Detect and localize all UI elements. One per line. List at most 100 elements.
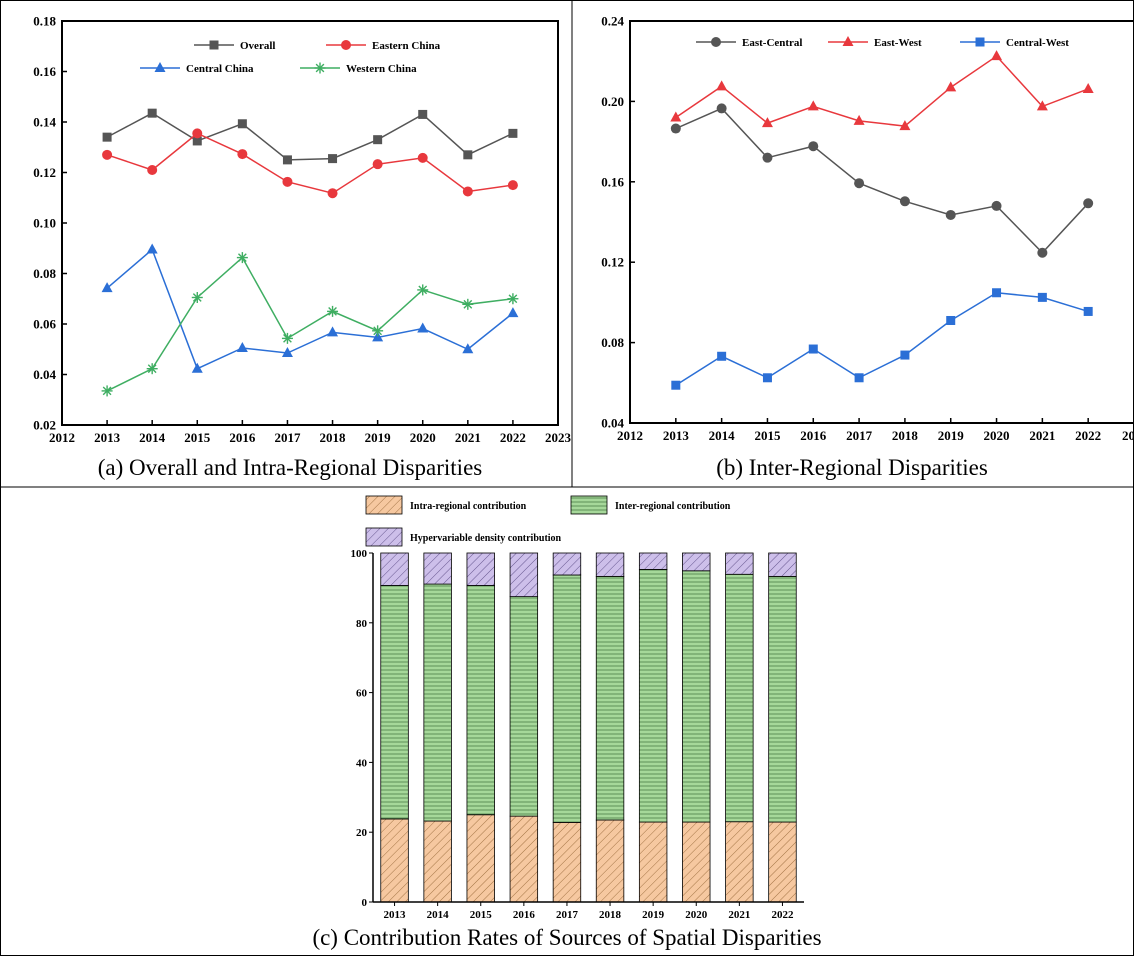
data-point-central-west xyxy=(900,350,910,360)
series-central-china xyxy=(101,243,519,373)
data-point-eastern-china xyxy=(282,176,293,187)
x-tick-label: 2015 xyxy=(184,430,211,445)
y-tick-label: 0.04 xyxy=(601,416,624,431)
x-tick-label: 2017 xyxy=(556,909,579,921)
bar-inter-regional-contribution-2013 xyxy=(380,585,409,820)
y-tick-label: 0 xyxy=(362,897,368,909)
legend-item-eastern-china: Eastern China xyxy=(326,40,441,52)
legend-item-east-central: East-Central xyxy=(696,37,803,49)
data-point-western-china-stroke xyxy=(237,253,247,262)
data-point-east-central xyxy=(945,209,956,220)
series-overall xyxy=(102,108,518,165)
chart-a: 0.02 0.04 0.06 0.08 0.10 0.12 0.14 0.16 0.18 2012… xyxy=(33,14,571,446)
y-tick-label: 0.04 xyxy=(33,367,56,382)
bar-inter-regional-contribution-2016 xyxy=(509,596,539,817)
data-point-overall xyxy=(508,128,518,138)
data-point-western-china xyxy=(372,325,384,337)
data-point-eastern-china xyxy=(147,164,158,175)
data-point-central-china xyxy=(417,322,429,333)
data-point-central-west xyxy=(946,315,956,325)
y-tick-label: 40 xyxy=(356,757,368,769)
caption-a: (a) Overall and Intra-Regional Dispariti… xyxy=(98,455,483,480)
y-tick-label: 0.16 xyxy=(33,64,56,79)
x-tick-label: 2014 xyxy=(709,428,736,443)
chart-b: 0.04 0.08 0.12 0.16 0.20 0.24 2012 2013 2014 2015… xyxy=(601,14,1134,443)
data-point-western-china xyxy=(191,291,203,303)
bar-inter-regional-contribution-2014 xyxy=(423,583,452,822)
data-point-east-central xyxy=(716,103,727,114)
y-tick-label: 0.20 xyxy=(601,94,624,109)
bar-hypervariable-density-contribution-2015 xyxy=(466,552,495,586)
y-tick-label: 20 xyxy=(356,827,368,839)
data-point-east-central xyxy=(1037,247,1048,258)
data-point-east-central xyxy=(899,196,910,207)
data-point-western-china-stroke xyxy=(508,294,518,304)
series-line-central-west xyxy=(675,291,1089,386)
data-point-eastern-china xyxy=(327,188,338,199)
x-tick-label: 2013 xyxy=(384,909,407,921)
x-tick-label: 2016 xyxy=(229,430,256,445)
y-tick-label: 0.24 xyxy=(601,14,624,29)
bar-hypervariable-density-contribution-2021 xyxy=(725,552,754,575)
legend-marker xyxy=(842,36,854,46)
legend-label: Intra-regional contribution xyxy=(410,501,527,512)
bar-inter-regional-contribution-2015 xyxy=(466,585,495,816)
bar-hypervariable-density-contribution-2018 xyxy=(595,552,625,577)
x-tick-label: 2013 xyxy=(94,430,121,445)
legend-label: Central-West xyxy=(1006,37,1069,49)
data-point-east-west xyxy=(761,117,773,128)
bar-hypervariable-density-contribution-2020 xyxy=(682,552,711,572)
x-tick-label: 2015 xyxy=(470,909,493,921)
plot-frame xyxy=(629,20,1134,424)
y-tick-label: 80 xyxy=(356,618,368,630)
x-tick-label: 2014 xyxy=(427,909,450,921)
data-point-western-china-stroke xyxy=(418,285,428,295)
data-point-eastern-china xyxy=(507,180,518,191)
data-point-western-china xyxy=(101,385,113,397)
bar-hypervariable-density-contribution-2013 xyxy=(380,552,409,586)
data-point-overall xyxy=(147,108,157,118)
bar-inter-regional-contribution-2021 xyxy=(725,573,754,823)
caption-b: (b) Inter-Regional Disparities xyxy=(716,455,988,480)
series-east-west xyxy=(670,50,1094,131)
legend-item-hypervariable-density-contribution: Hypervariable density contribution xyxy=(365,527,562,547)
y-tick-label: 0.02 xyxy=(33,418,56,433)
data-point-central-west xyxy=(671,380,681,390)
series-western-china xyxy=(101,252,519,397)
data-point-eastern-china xyxy=(237,149,248,160)
x-tick-label: 2018 xyxy=(599,909,622,921)
data-point-east-west xyxy=(716,80,728,91)
bar-hypervariable-density-contribution-2017 xyxy=(552,552,582,576)
legend-label: Western China xyxy=(346,63,417,75)
bar-inter-regional-contribution-2018 xyxy=(595,575,625,821)
bar-hypervariable-density-contribution-2014 xyxy=(423,552,452,585)
data-point-central-china xyxy=(327,326,339,337)
bar-intra-regional-contribution-2014 xyxy=(423,820,452,903)
x-tick-label: 2020 xyxy=(410,430,436,445)
data-point-overall xyxy=(463,150,473,160)
x-tick-label: 2022 xyxy=(500,430,526,445)
data-point-western-china xyxy=(417,284,429,296)
data-point-western-china xyxy=(507,293,519,305)
y-tick-label: 0.08 xyxy=(33,266,56,281)
data-point-central-china xyxy=(236,341,248,352)
x-tick-label: 2013 xyxy=(663,428,690,443)
data-point-western-china-stroke xyxy=(373,326,383,336)
data-point-central-china xyxy=(101,282,113,293)
bar-intra-regional-contribution-2015 xyxy=(466,814,495,903)
series-line-eastern-china xyxy=(106,132,514,195)
x-tick-label: 2014 xyxy=(139,430,166,445)
legend-swatch xyxy=(365,495,403,515)
legend-marker xyxy=(154,62,166,72)
data-point-western-china xyxy=(146,363,158,375)
bar-hypervariable-density-contribution-2022 xyxy=(768,552,797,577)
legend-item-central-west: Central-West xyxy=(960,37,1069,49)
bar-hypervariable-density-contribution-2019 xyxy=(638,552,668,570)
bar-inter-regional-contribution-2022 xyxy=(768,575,797,823)
legend-item-inter-regional-contribution: Inter-regional contribution xyxy=(570,495,731,515)
legend-marker xyxy=(341,40,351,50)
data-point-central-china xyxy=(281,347,293,358)
data-point-western-china-stroke xyxy=(192,293,202,302)
x-tick-label: 2015 xyxy=(754,428,781,443)
data-point-east-west xyxy=(1082,82,1094,93)
